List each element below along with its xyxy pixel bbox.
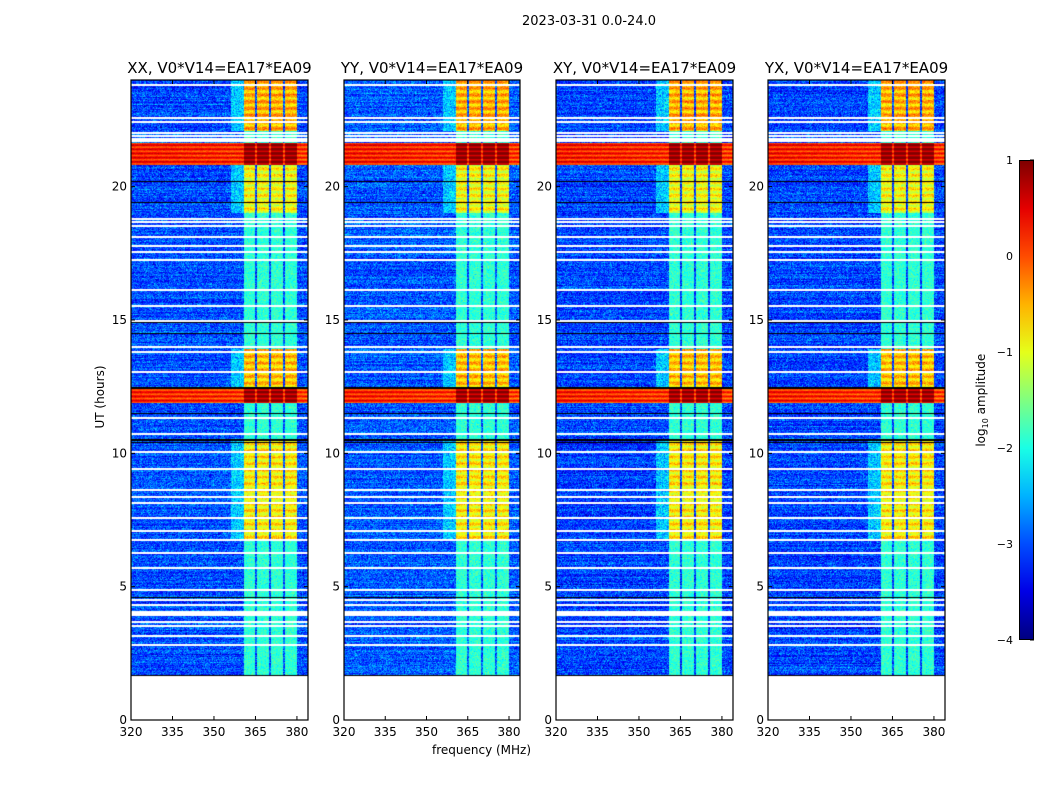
x-tick-label: 335 [798,725,821,739]
colorbar-tick-label: −1 [997,346,1013,359]
y-tick-label: 0 [756,713,764,727]
x-tick-label: 380 [922,725,945,739]
heatmap-xx [131,80,308,720]
y-tick-label: 15 [749,313,764,327]
x-axis-label: frequency (MHz) [432,743,532,757]
panel-frame [130,79,309,721]
y-tick-label: 15 [112,313,127,327]
heatmap-yx [768,80,945,720]
x-tick-label: 380 [710,725,733,739]
y-tick-label: 10 [749,446,764,460]
y-tick-label: 20 [749,180,764,194]
colorbar-label: log10 amplitude [973,353,991,447]
x-tick-label: 320 [545,725,568,739]
x-tick-label: 350 [203,725,226,739]
x-tick-label: 365 [244,725,267,739]
x-tick-label: 380 [285,725,308,739]
y-tick-label: 0 [332,713,340,727]
y-tick-label: 20 [112,180,127,194]
heatmap-yy [344,80,520,720]
x-tick-label: 335 [161,725,184,739]
colorbar-tick-label: −4 [997,634,1013,647]
panel-title: YX, V0*V14=EA17*EA09 [764,59,948,77]
colorbar-tick-label: −2 [997,442,1013,455]
colorbar-tick-label: 0 [1006,250,1013,263]
y-tick-label: 20 [537,180,552,194]
y-tick-label: 10 [325,446,340,460]
x-tick-label: 320 [120,725,143,739]
panel-frame [555,79,734,721]
x-tick-label: 380 [498,725,521,739]
y-tick-label: 10 [112,446,127,460]
x-tick-label: 335 [586,725,609,739]
colorbar-tick-label: 1 [1006,154,1013,167]
y-tick-label: 10 [537,446,552,460]
y-axis-label: UT (hours) [93,365,107,429]
colorbar [1019,160,1034,640]
x-tick-label: 365 [881,725,904,739]
y-tick-label: 15 [325,313,340,327]
x-tick-label: 320 [333,725,356,739]
y-tick-label: 5 [544,580,552,594]
y-tick-label: 5 [119,580,127,594]
x-tick-label: 350 [415,725,438,739]
x-tick-label: 365 [669,725,692,739]
y-tick-label: 15 [537,313,552,327]
y-tick-label: 5 [332,580,340,594]
x-tick-label: 365 [456,725,479,739]
x-tick-label: 350 [840,725,863,739]
panel-frame [767,79,946,721]
panel-title: YY, V0*V14=EA17*EA09 [340,59,523,77]
panel-title: XY, V0*V14=EA17*EA09 [553,59,736,77]
x-tick-label: 350 [628,725,651,739]
colorbar-tick-label: −3 [997,538,1013,551]
y-tick-label: 0 [119,713,127,727]
x-tick-label: 320 [757,725,780,739]
heatmap-xy [556,80,733,720]
figure-title: 2023-03-31 0.0-24.0 [522,14,656,29]
y-tick-label: 20 [325,180,340,194]
y-tick-label: 0 [544,713,552,727]
y-tick-label: 5 [756,580,764,594]
panel-title: XX, V0*V14=EA17*EA09 [127,59,311,77]
x-tick-label: 335 [374,725,397,739]
panel-frame [343,79,521,721]
